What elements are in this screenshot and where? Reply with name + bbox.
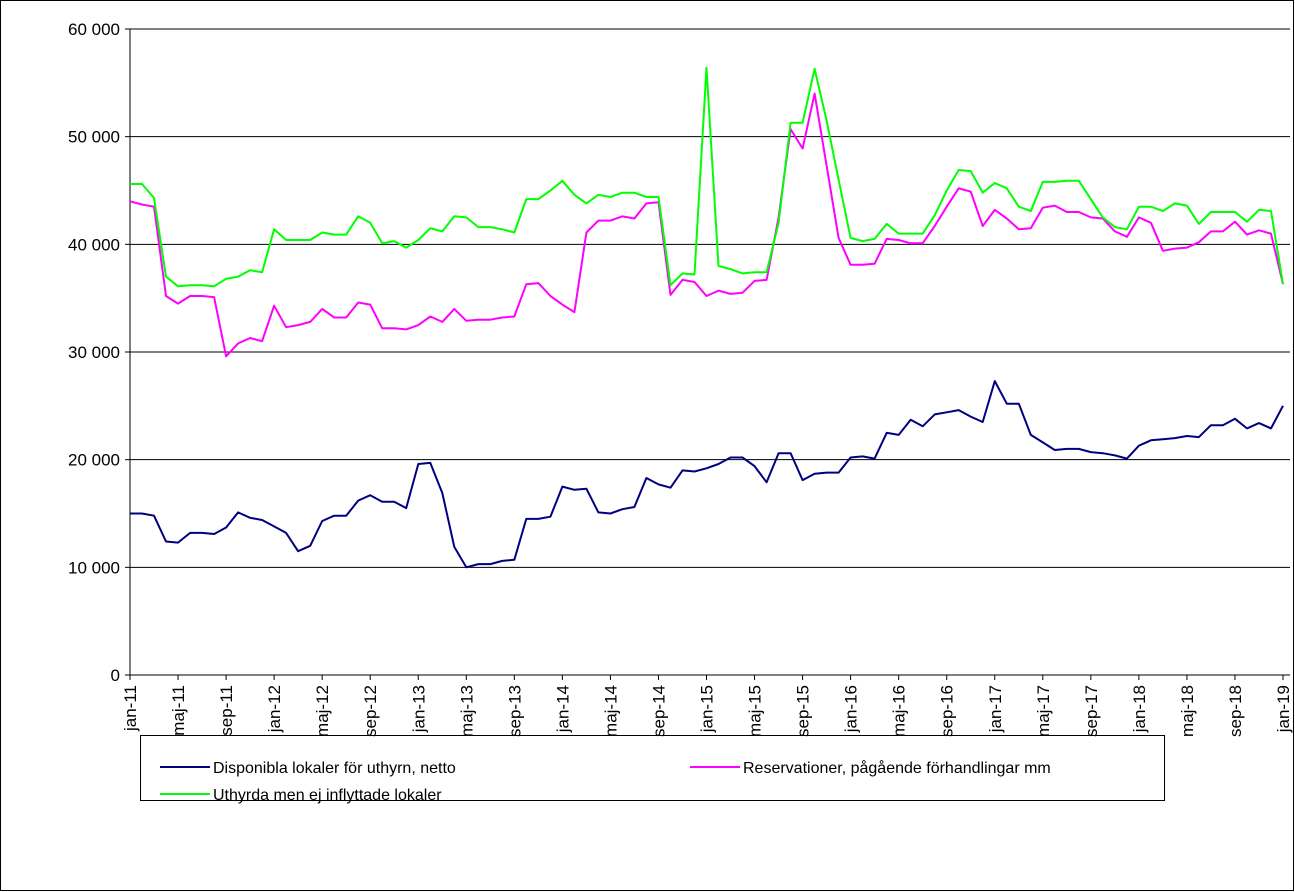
x-tick-label: sep-17 <box>1082 685 1101 737</box>
series-line <box>130 66 1284 288</box>
x-tick-label: maj-11 <box>169 685 188 736</box>
x-tick-label: jan-18 <box>1130 685 1149 733</box>
x-tick-label: jan-11 <box>121 685 140 732</box>
x-tick-label: sep-11 <box>217 685 236 736</box>
y-tick-label: 0 <box>111 666 120 685</box>
y-tick-label: 10 000 <box>68 558 120 577</box>
x-tick-label: jan-17 <box>986 685 1005 733</box>
x-tick-label: jan-19 <box>1274 685 1293 733</box>
x-tick-label: jan-15 <box>698 685 717 733</box>
x-tick-label: jan-12 <box>265 685 284 733</box>
legend-label: Disponibla lokaler för uthyrn, netto <box>213 760 456 777</box>
x-tick-label: sep-18 <box>1226 685 1245 737</box>
y-tick-label: 30 000 <box>68 343 120 362</box>
x-tick-label: jan-14 <box>553 685 572 733</box>
series-line <box>129 92 1284 358</box>
x-tick-label: jan-13 <box>409 685 428 733</box>
x-tick-label: sep-16 <box>938 685 957 737</box>
x-tick-label: maj-18 <box>1178 685 1197 737</box>
legend-box <box>140 735 1165 801</box>
x-tick-label: maj-13 <box>457 685 476 737</box>
x-tick-label: sep-15 <box>794 685 813 737</box>
x-tick-label: maj-15 <box>746 685 765 737</box>
legend-label: Reservationer, pågående förhandlingar mm <box>743 759 1051 777</box>
x-tick-label: sep-12 <box>361 685 380 737</box>
y-tick-label: 20 000 <box>68 451 120 470</box>
x-tick-label: maj-16 <box>890 685 909 737</box>
legend-label: Uthyrda men ej inflyttade lokaler <box>213 787 442 804</box>
x-tick-label: jan-16 <box>842 685 861 733</box>
y-tick-label: 40 000 <box>68 235 120 254</box>
x-tick-label: maj-12 <box>313 685 332 737</box>
x-tick-label: sep-14 <box>649 685 668 737</box>
x-tick-label: maj-17 <box>1034 685 1053 737</box>
y-tick-label: 50 000 <box>68 128 120 147</box>
y-tick-label: 60 000 <box>68 20 120 39</box>
x-tick-label: maj-14 <box>601 685 620 737</box>
series-line <box>130 380 1284 569</box>
x-tick-label: sep-13 <box>505 685 524 737</box>
